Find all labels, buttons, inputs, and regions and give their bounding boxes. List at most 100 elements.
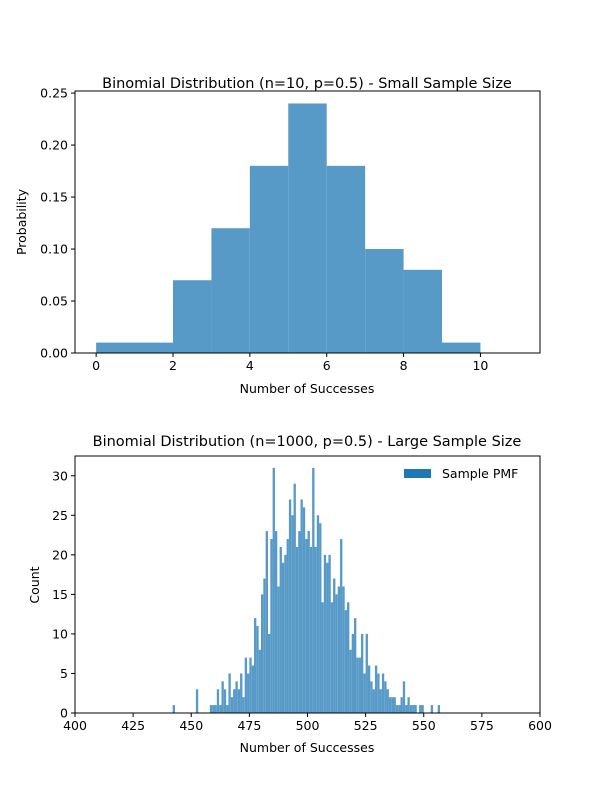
histogram-bar — [281, 562, 285, 713]
histogram-bar — [172, 280, 212, 353]
histogram-bar — [216, 689, 220, 713]
histogram-bar — [442, 342, 481, 353]
y-tick-label: 30 — [52, 468, 68, 483]
histogram-bar — [267, 633, 271, 713]
histogram-bar — [409, 705, 413, 713]
histogram-bar — [330, 602, 334, 713]
histogram-bar — [96, 342, 173, 353]
histogram-bar — [270, 539, 273, 713]
histogram-bar — [328, 554, 331, 713]
chart-title: Binomial Distribution (n=10, p=0.5) - Sm… — [102, 76, 512, 92]
histogram-bar — [358, 657, 361, 713]
histogram-bar — [391, 697, 394, 713]
histogram-bars — [172, 467, 441, 713]
histogram-bar — [226, 705, 229, 713]
histogram-bar — [347, 602, 350, 713]
y-tick-label: 0.25 — [40, 86, 68, 101]
histogram-bar — [419, 705, 422, 713]
histogram-bar — [237, 689, 241, 713]
histogram-bar — [335, 594, 338, 713]
histogram-bar — [319, 523, 322, 713]
histogram-bar — [388, 697, 392, 713]
x-tick-label: 575 — [470, 718, 494, 733]
histogram-bar — [265, 531, 268, 713]
x-axis-label: Number of Successes — [240, 381, 375, 396]
histogram-bar — [323, 554, 327, 713]
y-tick-label: 0.00 — [40, 346, 68, 361]
histogram-bar — [284, 554, 287, 713]
histogram-bar — [291, 515, 294, 713]
histogram-bar — [372, 689, 375, 713]
histogram-bar — [321, 602, 324, 713]
plot-frame — [74, 90, 541, 354]
x-tick-label: 425 — [121, 718, 145, 733]
y-tick-label: 5 — [60, 666, 68, 681]
histogram-bar — [295, 546, 299, 713]
x-tick-label: 500 — [296, 718, 320, 733]
histogram-bar — [337, 586, 341, 713]
legend: Sample PMF — [404, 466, 518, 481]
histogram-bar — [247, 673, 250, 713]
histogram-bar — [326, 165, 366, 353]
histogram-bar — [365, 249, 404, 353]
histogram-bar — [228, 673, 231, 713]
histogram-bar — [351, 633, 354, 713]
histogram-bar — [377, 673, 380, 713]
histogram-bars — [96, 103, 481, 353]
histogram-bar — [437, 705, 441, 713]
histogram-bar — [314, 546, 317, 713]
histogram-bar — [342, 586, 345, 713]
x-tick-label: 600 — [528, 718, 552, 733]
histogram-bar — [256, 626, 259, 713]
histogram-bar — [356, 657, 359, 713]
histogram-bar — [363, 673, 366, 713]
x-tick-label: 8 — [400, 358, 408, 373]
histogram-bar — [402, 681, 406, 713]
x-tick-label: 2 — [169, 358, 177, 373]
histogram-bar — [384, 681, 387, 713]
histogram-bar — [333, 578, 336, 713]
histogram-bar — [326, 562, 329, 713]
y-axis-label: Count — [27, 566, 42, 603]
histogram-bar — [398, 705, 401, 713]
histogram-bar — [274, 531, 278, 713]
histogram-bar — [288, 499, 292, 713]
y-tick-label: 0.05 — [40, 294, 68, 309]
histogram-bar — [251, 665, 255, 713]
histogram-bar — [400, 697, 403, 713]
y-tick-label: 0.10 — [40, 242, 68, 257]
histogram-bar — [221, 681, 224, 713]
histogram-bar — [354, 618, 357, 713]
y-tick-label: 0.15 — [40, 190, 68, 205]
histogram-bar — [386, 689, 389, 713]
histogram-bar — [403, 269, 443, 353]
x-tick-label: 0 — [92, 358, 100, 373]
y-tick-label: 0 — [60, 706, 68, 721]
x-tick-label: 6 — [323, 358, 331, 373]
x-tick-label: 550 — [412, 718, 436, 733]
histogram-bar — [374, 665, 378, 713]
y-tick-label: 15 — [52, 587, 68, 602]
histogram-bar — [305, 539, 308, 713]
histogram-bar — [244, 657, 248, 713]
plot-frame — [74, 455, 541, 714]
histogram-bar — [254, 618, 257, 713]
histogram-bar — [230, 697, 234, 713]
histogram-bar — [312, 467, 315, 713]
histogram-bar — [430, 705, 434, 713]
histogram-bar — [298, 531, 301, 713]
histogram-bar — [288, 103, 327, 353]
histogram-bar — [414, 705, 417, 713]
histogram-bar — [365, 633, 368, 713]
histogram-bar — [360, 633, 364, 713]
y-tick-label: 0.20 — [40, 138, 68, 153]
x-tick-label: 400 — [63, 718, 87, 733]
x-tick-label: 450 — [179, 718, 203, 733]
histogram-bar — [242, 697, 245, 713]
chart-small-sample: Binomial Distribution (n=10, p=0.5) - Sm… — [14, 76, 541, 396]
histogram-bar — [258, 649, 261, 713]
histogram-bar — [421, 705, 424, 713]
chart-title: Binomial Distribution (n=1000, p=0.5) - … — [93, 434, 522, 450]
histogram-bar — [261, 594, 264, 713]
histogram-bar — [300, 499, 303, 713]
